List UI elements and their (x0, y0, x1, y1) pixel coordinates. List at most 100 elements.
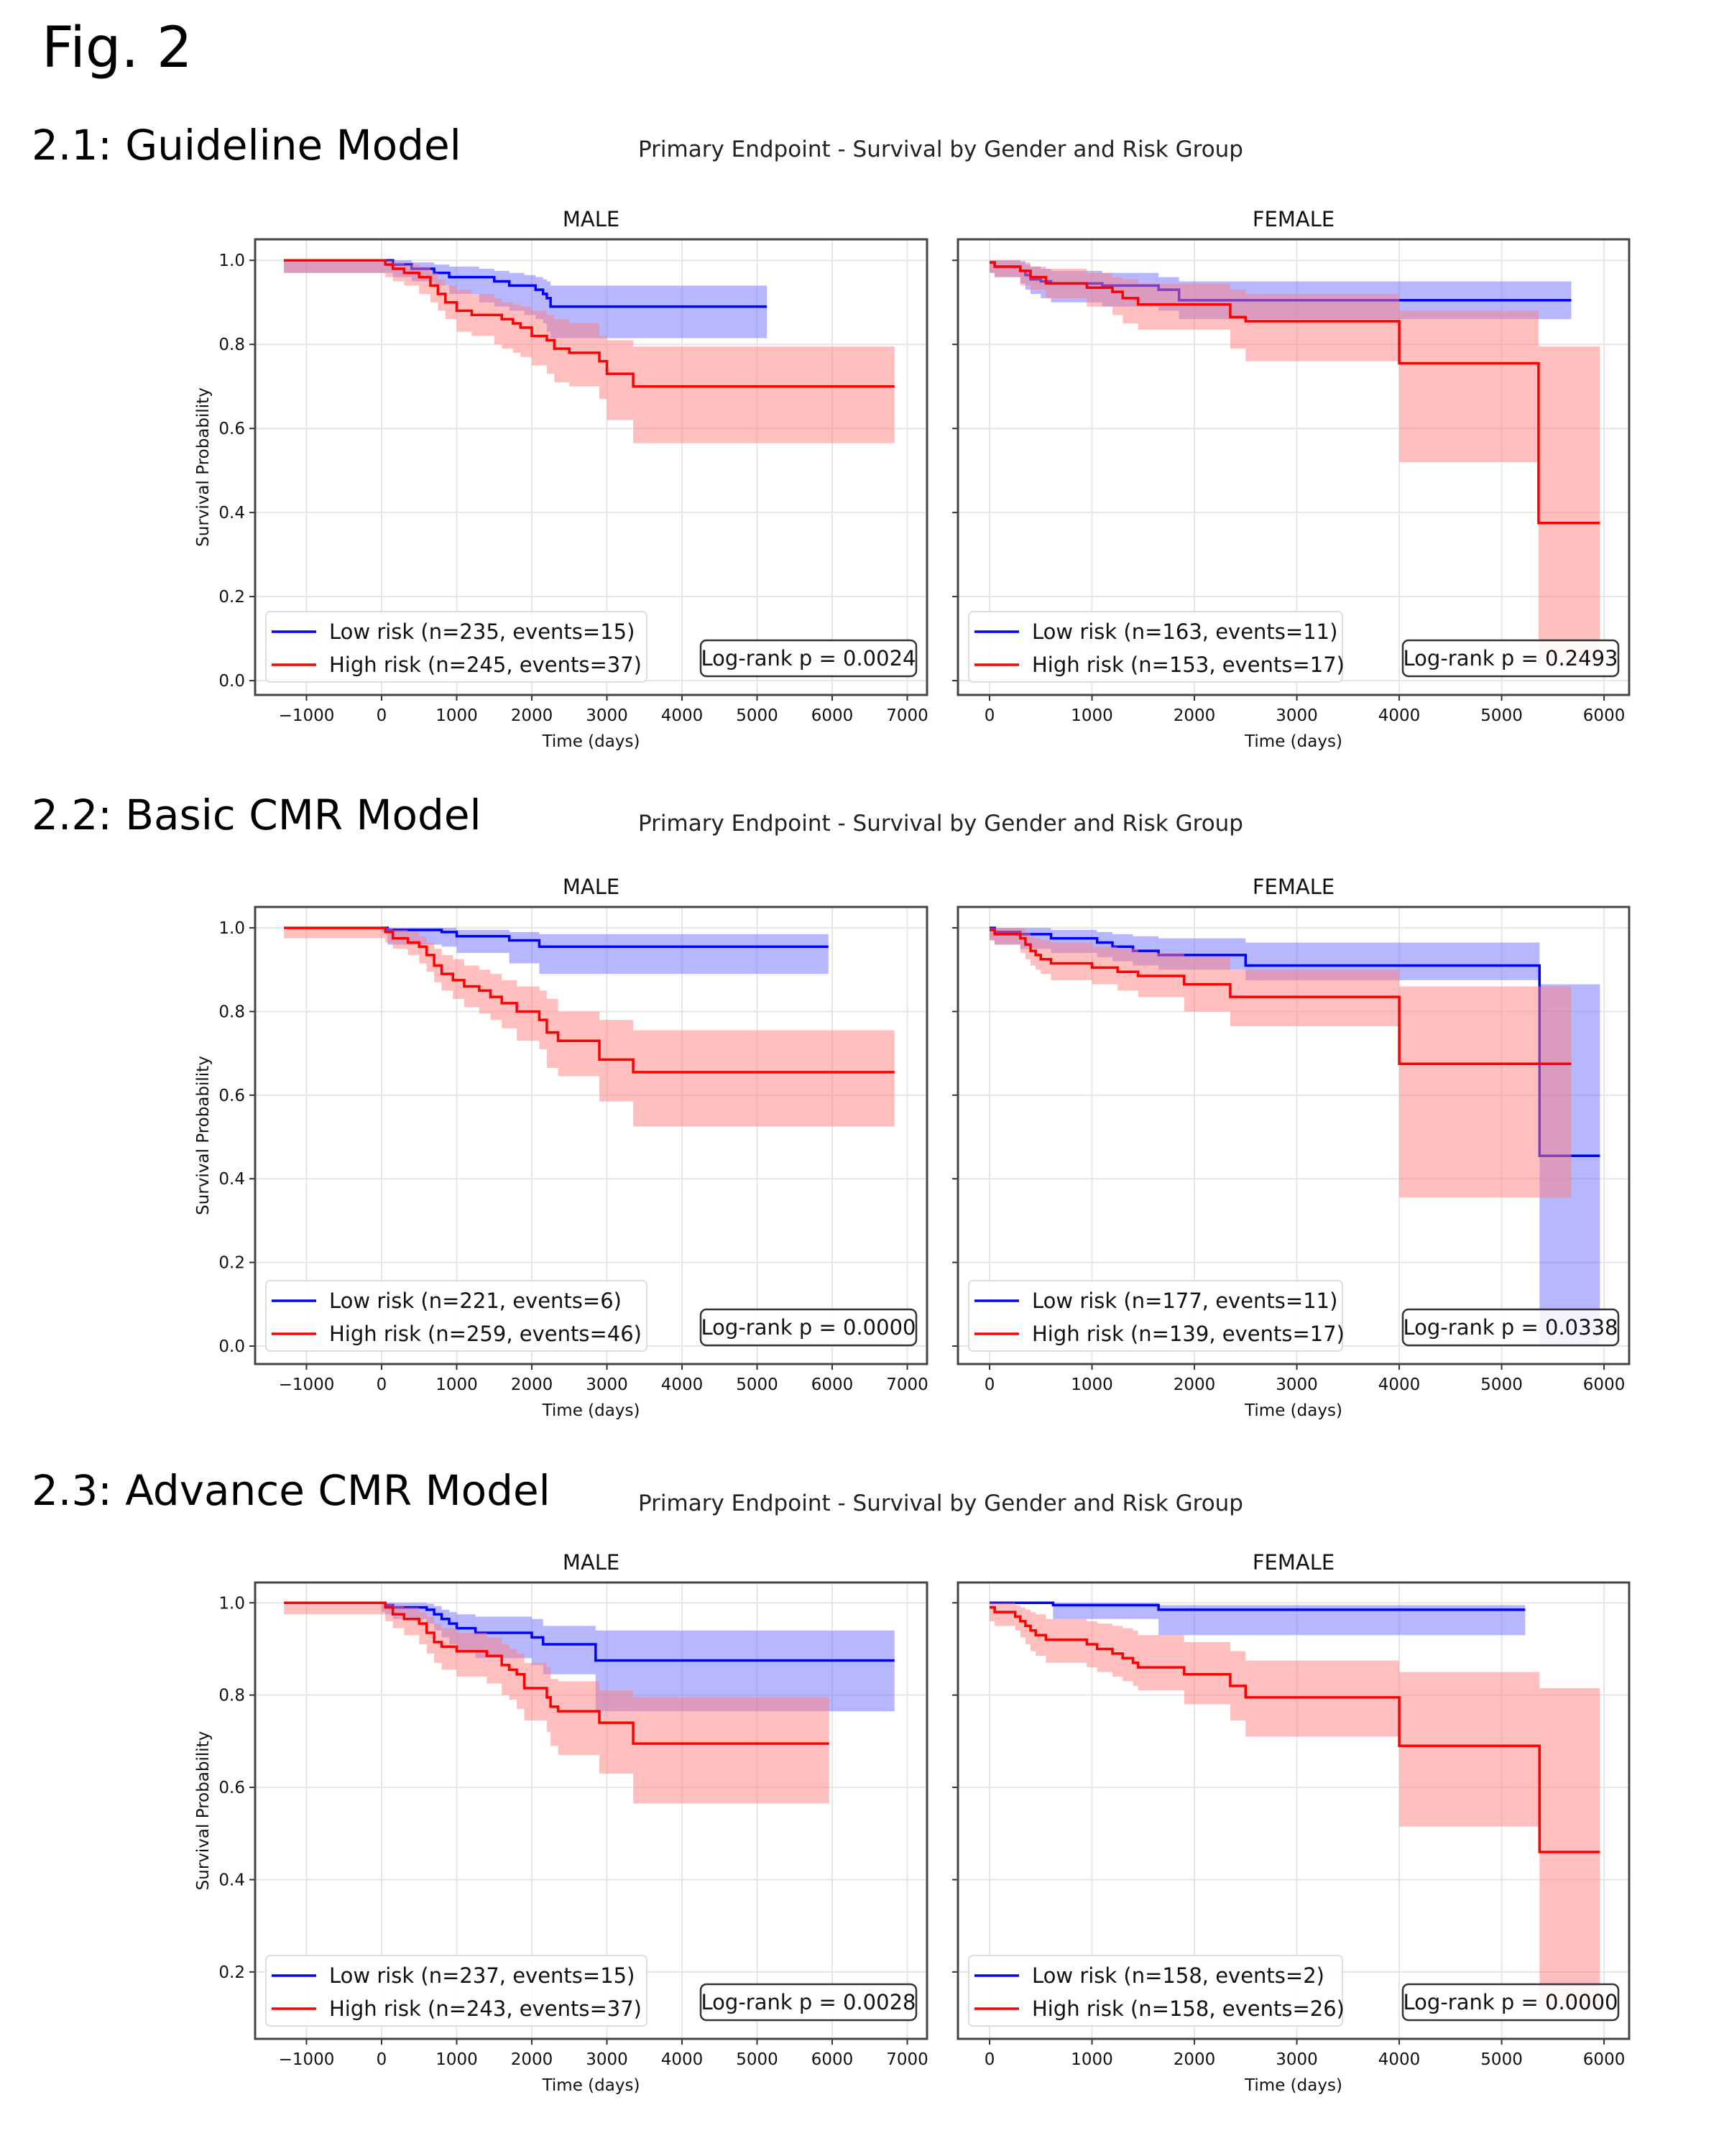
x-tick-label: 1000 (1071, 706, 1113, 725)
plot-area (990, 260, 1600, 664)
panel-title: MALE (563, 207, 619, 231)
survival-curve-high-risk (990, 929, 1572, 1065)
legend-box (265, 1955, 647, 2027)
x-tick-label: 3000 (1276, 706, 1318, 725)
pvalue-label: Log-rank p = 0.0028 (701, 1990, 916, 2014)
x-tick-label: −1000 (279, 1376, 335, 1394)
x-tick-label: 6000 (1583, 706, 1626, 725)
x-tick-label: 6000 (1583, 1376, 1626, 1394)
x-tick-label: 3000 (586, 1376, 628, 1394)
axes-frame (957, 906, 1631, 1365)
survival-curve-low-risk (284, 259, 767, 308)
x-tick-label: 6000 (811, 2050, 854, 2069)
section-heading-guideline: 2.1: Guideline Model (32, 121, 461, 170)
legend-label-low-risk: Low risk (n=235, events=15) (329, 619, 635, 644)
x-tick-label: 4000 (661, 706, 704, 725)
x-tick-label: 2000 (1174, 1376, 1216, 1394)
x-tick-label: 4000 (661, 1376, 704, 1394)
axes-frame (254, 1581, 928, 2040)
y-axis-label: Survival Probability (194, 387, 213, 547)
km-panel-female: FEMALE 0 1000 2000 3000 4000 5000 6000 Time (day… (952, 207, 1631, 751)
survival-curve-high-risk (990, 1606, 1600, 1853)
plot-area (990, 926, 1600, 1346)
axes-frame (957, 1581, 1631, 2040)
x-tick-label: 2000 (511, 2050, 553, 2069)
x-tick-label: 7000 (886, 706, 928, 725)
legend-label-high-risk: High risk (n=259, events=46) (329, 1322, 642, 1346)
x-tick-label: 7000 (886, 2050, 928, 2069)
legend-label-high-risk: High risk (n=158, events=26) (1032, 1996, 1345, 2021)
pvalue-label: Log-rank p = 0.0000 (701, 1315, 916, 1340)
ci-band-low-risk (381, 928, 829, 975)
x-tick-label: 4000 (1378, 2050, 1421, 2069)
x-tick-label: 2000 (511, 706, 553, 725)
legend-label-low-risk: Low risk (n=237, events=15) (329, 1963, 635, 1988)
x-tick-label: 4000 (1378, 1376, 1421, 1394)
y-tick-label: 0.8 (218, 1003, 245, 1021)
y-tick-label: 1.0 (218, 252, 245, 270)
suptitle-advance-cmr: Primary Endpoint - Survival by Gender an… (638, 1491, 1243, 1516)
x-axis-label: Time (days) (542, 1401, 640, 1420)
y-tick-label: 0.6 (218, 420, 245, 438)
x-tick-label: 3000 (586, 706, 628, 725)
y-tick-label: 0.2 (218, 588, 245, 607)
survival-curve-high-risk (284, 926, 895, 1074)
legend-box (968, 611, 1343, 683)
legend-label-low-risk: Low risk (n=163, events=11) (1032, 619, 1337, 644)
ci-band-high-risk (990, 1603, 1600, 2009)
ci-band-low-risk (381, 1603, 895, 1712)
x-tick-label: 5000 (1480, 1376, 1523, 1394)
survival-curve-high-risk (284, 1601, 829, 1745)
pvalue-box (1401, 1308, 1620, 1347)
x-tick-label: 5000 (736, 1376, 778, 1394)
panel-title: FEMALE (1253, 207, 1335, 231)
pvalue-label: Log-rank p = 0.0338 (1403, 1315, 1618, 1340)
y-tick-label: 0.6 (218, 1779, 245, 1797)
plot-area (284, 926, 895, 1127)
section-heading-advance-cmr: 2.3: Advance CMR Model (32, 1466, 550, 1515)
panel-title: FEMALE (1253, 1550, 1335, 1575)
ci-band-high-risk (990, 928, 1572, 1198)
ci-band-high-risk (284, 1603, 829, 1804)
x-tick-label: 0 (985, 1376, 995, 1394)
x-tick-label: 2000 (1174, 706, 1216, 725)
x-tick-label: 3000 (586, 2050, 628, 2069)
x-tick-label: 0 (985, 706, 995, 725)
legend-label-high-risk: High risk (n=243, events=37) (329, 1996, 642, 2021)
y-tick-label: 0.4 (218, 504, 245, 522)
x-tick-label: 5000 (736, 2050, 778, 2069)
y-tick-label: 0.8 (218, 336, 245, 354)
x-tick-label: 0 (985, 2050, 995, 2069)
legend-label-low-risk: Low risk (n=221, events=6) (329, 1289, 622, 1313)
x-tick-label: 6000 (811, 706, 854, 725)
panel-title: FEMALE (1253, 875, 1335, 899)
x-tick-label: 5000 (1480, 2050, 1523, 2069)
x-tick-label: 6000 (811, 1376, 854, 1394)
x-tick-label: 2000 (1174, 2050, 1216, 2069)
x-tick-label: 7000 (886, 1376, 928, 1394)
x-tick-label: 6000 (1583, 2050, 1626, 2069)
km-panel-female: FEMALE 0 1000 2000 3000 4000 5000 6000 Time (day… (952, 875, 1631, 1420)
x-tick-label: 5000 (1480, 706, 1523, 725)
x-axis-label: Time (days) (1244, 732, 1342, 751)
x-tick-label: 3000 (1276, 1376, 1318, 1394)
pvalue-box (699, 1308, 918, 1347)
legend-label-high-risk: High risk (n=245, events=37) (329, 653, 642, 677)
y-tick-label: 0.6 (218, 1087, 245, 1105)
legend-box (265, 1280, 647, 1352)
km-panel-female: FEMALE 0 1000 2000 3000 4000 5000 6000 Time (day… (952, 1550, 1631, 2095)
x-tick-label: 1000 (1071, 1376, 1113, 1394)
x-tick-label: 0 (377, 706, 387, 725)
km-panel-male: MALE −1000 0 1000 2000 3000 4000 5000 6000 7000 0.… (194, 207, 928, 751)
ci-band-high-risk (990, 260, 1600, 664)
legend-label-high-risk: High risk (n=153, events=17) (1032, 653, 1345, 677)
x-axis-label: Time (days) (542, 732, 640, 751)
plot-area (990, 1601, 1600, 2009)
plot-area (284, 259, 895, 443)
survival-curve-high-risk (284, 259, 895, 388)
x-axis-label: Time (days) (542, 2076, 640, 2095)
ci-band-low-risk (284, 260, 767, 338)
legend-label-low-risk: Low risk (n=177, events=11) (1032, 1289, 1337, 1313)
x-axis-label: Time (days) (1244, 1401, 1342, 1420)
